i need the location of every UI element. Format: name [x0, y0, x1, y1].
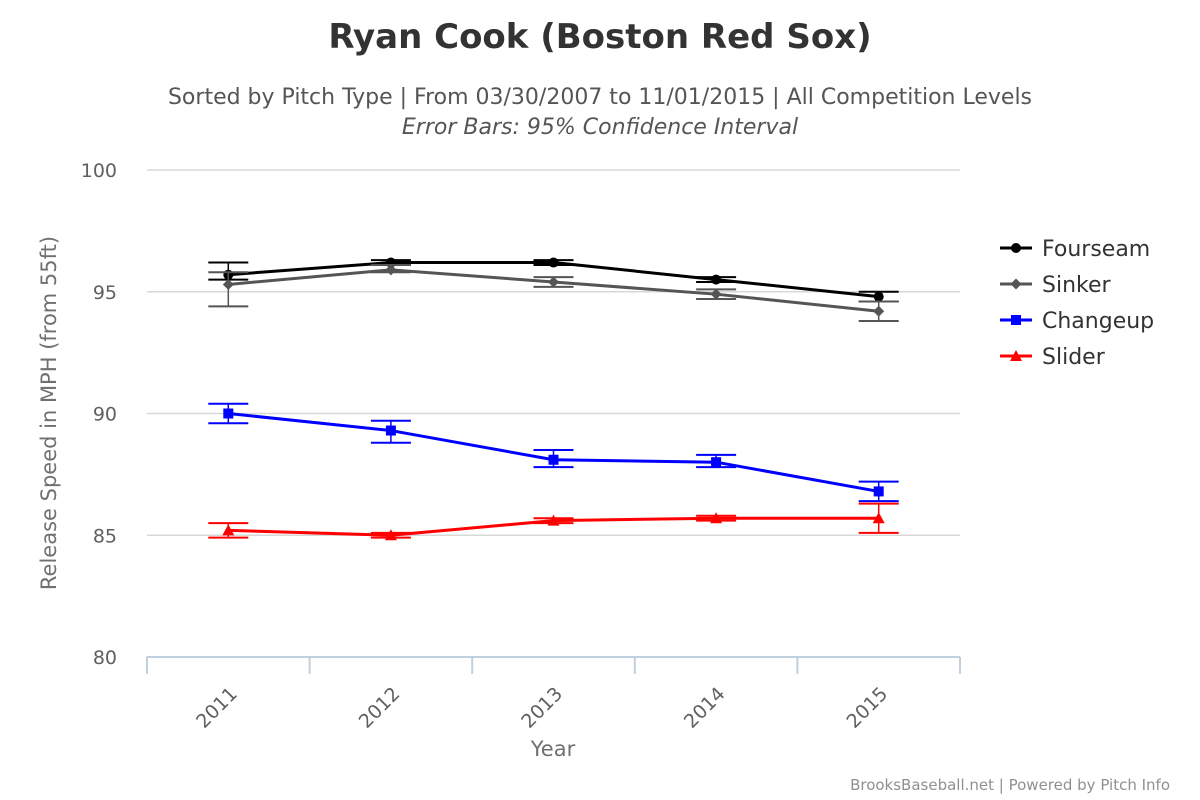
- grid: [147, 169, 960, 536]
- legend-label: Changeup: [1042, 309, 1154, 334]
- slider-point[interactable]: [222, 524, 235, 536]
- y-tick-label: 80: [93, 647, 117, 669]
- legend-item-fourseam[interactable]: Fourseam: [1000, 237, 1150, 262]
- chart-subtitle: Sorted by Pitch Type | From 03/30/2007 t…: [168, 85, 1032, 110]
- sinker-point[interactable]: [548, 276, 559, 288]
- sinker-point[interactable]: [710, 288, 722, 300]
- fourseam-point[interactable]: [873, 291, 884, 302]
- sinker-line: [228, 268, 879, 313]
- legend-marker[interactable]: [1011, 243, 1021, 253]
- series-changeup: [208, 402, 899, 503]
- legend-item-sinker[interactable]: Sinker: [1000, 273, 1112, 298]
- axes: 80 85 90 95 100 2011 2012 2013 2014 2015: [81, 160, 961, 733]
- series-slider: [208, 502, 899, 541]
- legend-label: Slider: [1042, 345, 1106, 370]
- sinker-point[interactable]: [385, 264, 397, 276]
- legend-label: Fourseam: [1042, 237, 1150, 262]
- legend-marker[interactable]: [1010, 278, 1022, 290]
- slider-point[interactable]: [384, 529, 397, 541]
- x-axis-title: Year: [530, 737, 576, 761]
- x-tick-label: 2013: [517, 683, 567, 733]
- x-tick-label: 2012: [355, 683, 405, 733]
- legend-marker[interactable]: [1010, 350, 1022, 361]
- y-tick-label: 90: [93, 404, 117, 426]
- credits-text[interactable]: BrooksBaseball.net | Powered by Pitch In…: [850, 776, 1170, 794]
- sinker-point[interactable]: [222, 278, 234, 290]
- legend-item-changeup[interactable]: Changeup: [1000, 309, 1154, 334]
- legend-marker[interactable]: [1011, 315, 1021, 325]
- changeup-point[interactable]: [711, 457, 722, 468]
- y-tick-label: 100: [81, 160, 117, 182]
- x-tick-label: 2015: [842, 683, 892, 733]
- slider-point[interactable]: [872, 512, 885, 524]
- series-sinker: [208, 263, 899, 322]
- y-tick-label: 95: [93, 282, 117, 304]
- slider-point[interactable]: [710, 512, 723, 524]
- chart-title: Ryan Cook (Boston Red Sox): [328, 17, 871, 57]
- legend-item-slider[interactable]: Slider: [1000, 345, 1106, 370]
- legend[interactable]: Fourseam Sinker Changeup Slider: [1000, 237, 1154, 370]
- changeup-point[interactable]: [385, 425, 396, 436]
- chart-subtitle-error-bars: Error Bars: 95% Confidence Interval: [402, 115, 798, 140]
- x-tick-label: 2014: [680, 683, 730, 733]
- changeup-point[interactable]: [548, 454, 559, 465]
- y-tick-label: 85: [93, 525, 117, 547]
- x-tick-label: 2011: [192, 683, 242, 733]
- fourseam-point[interactable]: [548, 257, 559, 268]
- y-axis-title: Release Speed in MPH (from 55ft): [37, 236, 61, 590]
- changeup-point[interactable]: [223, 408, 234, 419]
- fourseam-point[interactable]: [711, 274, 722, 285]
- sinker-point[interactable]: [873, 305, 885, 317]
- slider-point[interactable]: [547, 514, 560, 526]
- plot-area: [208, 257, 899, 541]
- changeup-point[interactable]: [873, 486, 884, 497]
- legend-label: Sinker: [1042, 273, 1112, 298]
